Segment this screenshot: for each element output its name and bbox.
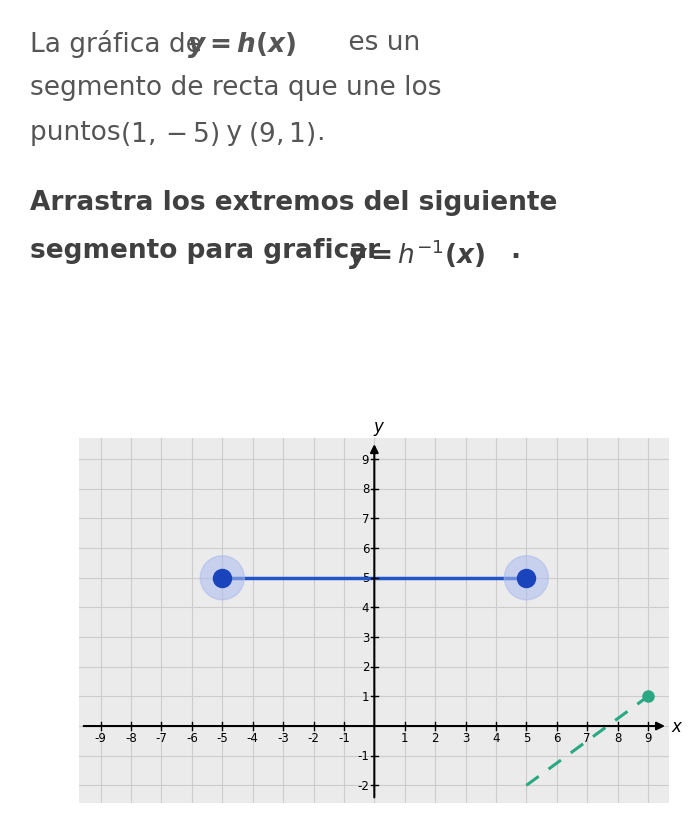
Text: La gráfica de: La gráfica de	[30, 30, 210, 58]
Text: -6: -6	[186, 731, 198, 744]
Text: -4: -4	[247, 731, 259, 744]
Text: 2: 2	[362, 661, 369, 673]
Text: 4: 4	[362, 601, 369, 614]
Text: $(9, 1)$: $(9, 1)$	[248, 120, 315, 148]
Text: -1: -1	[357, 749, 369, 763]
Text: 3: 3	[462, 731, 469, 744]
Text: $(1, -5)$: $(1, -5)$	[120, 120, 219, 148]
Text: -7: -7	[155, 731, 168, 744]
Text: y: y	[218, 120, 250, 146]
Text: 1: 1	[362, 690, 369, 703]
Text: 6: 6	[362, 542, 369, 555]
Text: -1: -1	[338, 731, 350, 744]
Text: 4: 4	[492, 731, 500, 744]
Text: 8: 8	[362, 483, 369, 496]
Text: Arrastra los extremos del siguiente: Arrastra los extremos del siguiente	[30, 190, 558, 216]
Text: $y$: $y$	[373, 419, 385, 437]
Text: 8: 8	[614, 731, 621, 744]
Text: $\boldsymbol{y = h^{-1}(x)}$: $\boldsymbol{y = h^{-1}(x)}$	[348, 238, 485, 272]
Text: 2: 2	[431, 731, 439, 744]
Text: segmento de recta que une los: segmento de recta que une los	[30, 75, 442, 101]
Text: segmento para graficar: segmento para graficar	[30, 238, 389, 263]
Text: 5: 5	[362, 571, 369, 585]
Ellipse shape	[200, 556, 244, 600]
Text: $x$: $x$	[671, 717, 683, 735]
Text: -3: -3	[277, 731, 289, 744]
Text: -2: -2	[357, 779, 369, 792]
Text: 5: 5	[523, 731, 530, 744]
Text: puntos: puntos	[30, 120, 129, 146]
Text: 9: 9	[362, 453, 369, 466]
Text: 7: 7	[362, 513, 369, 525]
Text: $\boldsymbol{y = h(x)}$: $\boldsymbol{y = h(x)}$	[187, 30, 296, 60]
Text: 9: 9	[644, 731, 652, 744]
Text: -5: -5	[217, 731, 228, 744]
Text: -2: -2	[308, 731, 319, 744]
Text: 3: 3	[362, 631, 369, 644]
Text: .: .	[510, 238, 520, 263]
Text: -9: -9	[95, 731, 106, 744]
Ellipse shape	[504, 556, 549, 600]
Text: 1: 1	[401, 731, 408, 744]
Text: es un: es un	[340, 30, 420, 56]
Text: 7: 7	[584, 731, 591, 744]
Text: .: .	[316, 120, 324, 146]
Text: -8: -8	[125, 731, 137, 744]
Text: 6: 6	[553, 731, 560, 744]
